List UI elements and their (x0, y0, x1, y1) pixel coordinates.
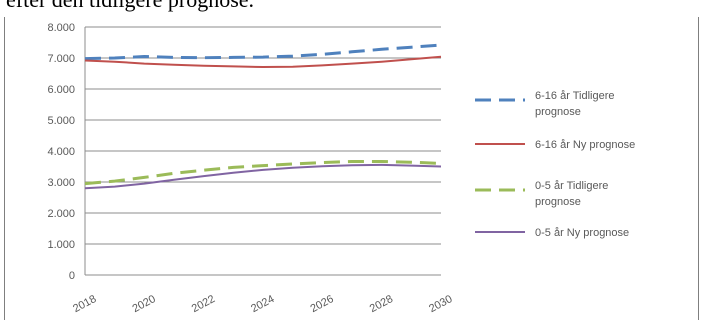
y-tick-label: 5.000 (47, 115, 75, 127)
x-tick-label: 2030 (427, 293, 454, 315)
x-tick-label: 2026 (308, 293, 335, 315)
y-tick-label: 2.000 (47, 208, 75, 220)
legend: 6-16 år Tidligere prognose 6-16 år Ny prog… (475, 90, 635, 239)
series-line-2 (84, 55, 442, 68)
axes: 0 1.000 2.000 3.000 4.000 5.000 6.000 7.000 8.00… (47, 22, 454, 315)
y-tick-label: 7.000 (47, 53, 75, 65)
chart-frame: 0 1.000 2.000 3.000 4.000 5.000 6.000 7.000 8.00… (4, 17, 699, 320)
legend-label-2: 6-16 år Ny prognose (535, 139, 635, 151)
series-line-1 (84, 43, 442, 61)
legend-label-3: 0-5 år Tidligere prognose (535, 180, 608, 208)
legend-label-4: 0-5 år Ny prognose (535, 227, 629, 239)
legend-label-1: 6-16 år Tidligere prognose (535, 90, 615, 118)
series-line-3 (84, 160, 442, 186)
y-tick-label: 6.000 (47, 84, 75, 96)
y-tick-label: 1.000 (47, 239, 75, 251)
x-tick-label: 2028 (368, 293, 395, 315)
line-chart: 0 1.000 2.000 3.000 4.000 5.000 6.000 7.000 8.00… (47, 22, 635, 315)
y-tick-label: 8.000 (47, 22, 75, 34)
x-tick-label: 2018 (71, 293, 98, 315)
y-tick-label: 4.000 (47, 146, 75, 158)
grid (85, 26, 441, 245)
x-tick-label: 2020 (130, 293, 157, 315)
caption-text: efter den tidligere prognose. (6, 0, 254, 13)
y-tick-label: 0 (69, 270, 75, 282)
series-line-4 (84, 163, 442, 190)
y-tick-label: 3.000 (47, 177, 75, 189)
x-tick-label: 2024 (249, 293, 276, 315)
series-lines (84, 43, 442, 190)
x-tick-label: 2022 (190, 293, 217, 315)
